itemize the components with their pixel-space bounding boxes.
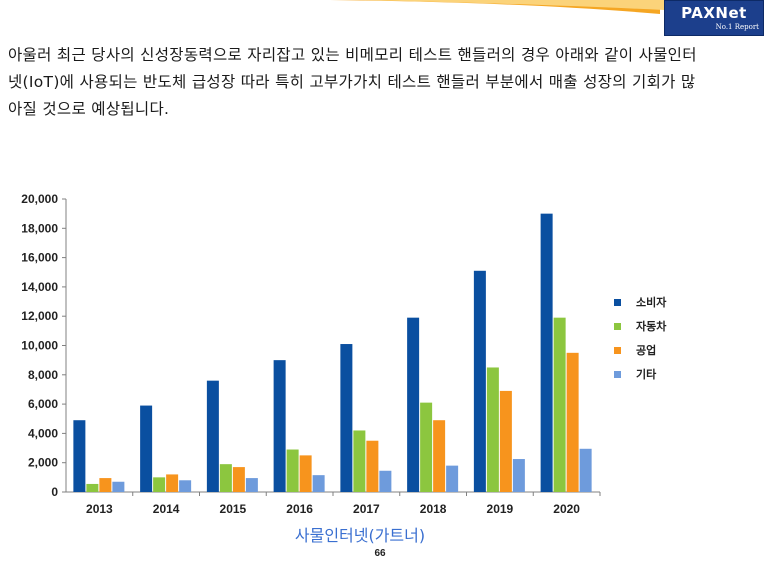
- bar-industry-2016: [299, 455, 312, 492]
- x-tick-label: 2016: [286, 502, 313, 516]
- legend-label-other: 기타: [636, 367, 657, 381]
- bar-other-2014: [179, 480, 192, 492]
- bar-other-2015: [245, 478, 258, 492]
- x-tick-label: 2020: [553, 502, 580, 516]
- x-tick-label: 2017: [353, 502, 380, 516]
- x-tick-label: 2018: [420, 502, 447, 516]
- bar-consumer-2015: [206, 380, 219, 492]
- logo-text: PAXNet: [681, 4, 747, 22]
- legend-swatch-other: [614, 371, 621, 378]
- bar-auto-2017: [353, 430, 366, 492]
- y-tick-label: 2,000: [28, 456, 58, 470]
- page-number: 66: [374, 548, 386, 559]
- paxnet-logo: PAXNet No.1 Report: [664, 0, 764, 36]
- y-tick-label: 10,000: [21, 339, 58, 353]
- bar-other-2017: [379, 470, 392, 492]
- bar-other-2016: [312, 475, 325, 492]
- bar-auto-2016: [286, 449, 299, 492]
- bar-consumer-2014: [140, 405, 153, 492]
- x-tick-label: 2015: [220, 502, 247, 516]
- y-tick-label: 8,000: [28, 368, 58, 382]
- logo-subtext: No.1 Report: [715, 23, 759, 31]
- bar-industry-2013: [99, 478, 112, 492]
- legend-label-auto: 자동차: [636, 319, 667, 333]
- bar-industry-2018: [433, 420, 446, 492]
- bar-consumer-2013: [73, 420, 86, 492]
- bar-other-2019: [512, 459, 525, 492]
- bar-consumer-2017: [340, 344, 353, 492]
- bar-auto-2019: [486, 367, 499, 492]
- legend-swatch-industry: [614, 347, 621, 354]
- bar-other-2018: [446, 465, 459, 492]
- legend-label-consumer: 소비자: [636, 295, 667, 309]
- description-text: 아울러 최근 당사의 신성장동력으로 자리잡고 있는 비메모리 테스트 핸들러의…: [8, 46, 697, 118]
- bar-industry-2014: [166, 474, 179, 492]
- bar-consumer-2016: [273, 360, 286, 492]
- x-tick-label: 2013: [86, 502, 113, 516]
- chart-caption: 사물인터넷(가트너): [294, 526, 426, 545]
- bar-consumer-2018: [407, 317, 420, 492]
- x-tick-label: 2019: [487, 502, 514, 516]
- bar-industry-2020: [566, 352, 579, 492]
- bar-other-2013: [112, 481, 125, 492]
- y-tick-label: 4,000: [28, 426, 58, 440]
- y-tick-label: 14,000: [21, 280, 58, 294]
- y-tick-label: 12,000: [21, 309, 58, 323]
- legend-label-industry: 공업: [636, 344, 656, 357]
- y-tick-label: 6,000: [28, 397, 58, 411]
- x-tick-label: 2014: [153, 502, 180, 516]
- y-tick-label: 20,000: [21, 192, 58, 206]
- y-tick-label: 0: [51, 485, 58, 499]
- iot-bar-chart: 0 2,000 4,000 6,000 8,000 10,000 12,000 14,000 1…: [21, 192, 667, 516]
- bar-consumer-2019: [473, 270, 486, 492]
- bar-auto-2013: [86, 483, 99, 492]
- bar-industry-2015: [232, 467, 245, 492]
- legend-swatch-auto: [614, 323, 621, 330]
- bar-industry-2017: [366, 440, 379, 492]
- legend-swatch-consumer: [614, 299, 621, 306]
- y-tick-label: 18,000: [21, 221, 58, 235]
- bar-auto-2020: [553, 317, 566, 492]
- bar-auto-2015: [219, 464, 232, 492]
- bar-industry-2019: [499, 390, 512, 492]
- bar-auto-2018: [420, 402, 433, 492]
- header-swoosh: [330, 0, 664, 14]
- bar-consumer-2020: [540, 213, 553, 492]
- y-tick-label: 16,000: [21, 251, 58, 265]
- bar-other-2020: [579, 448, 592, 492]
- bar-auto-2014: [153, 477, 166, 492]
